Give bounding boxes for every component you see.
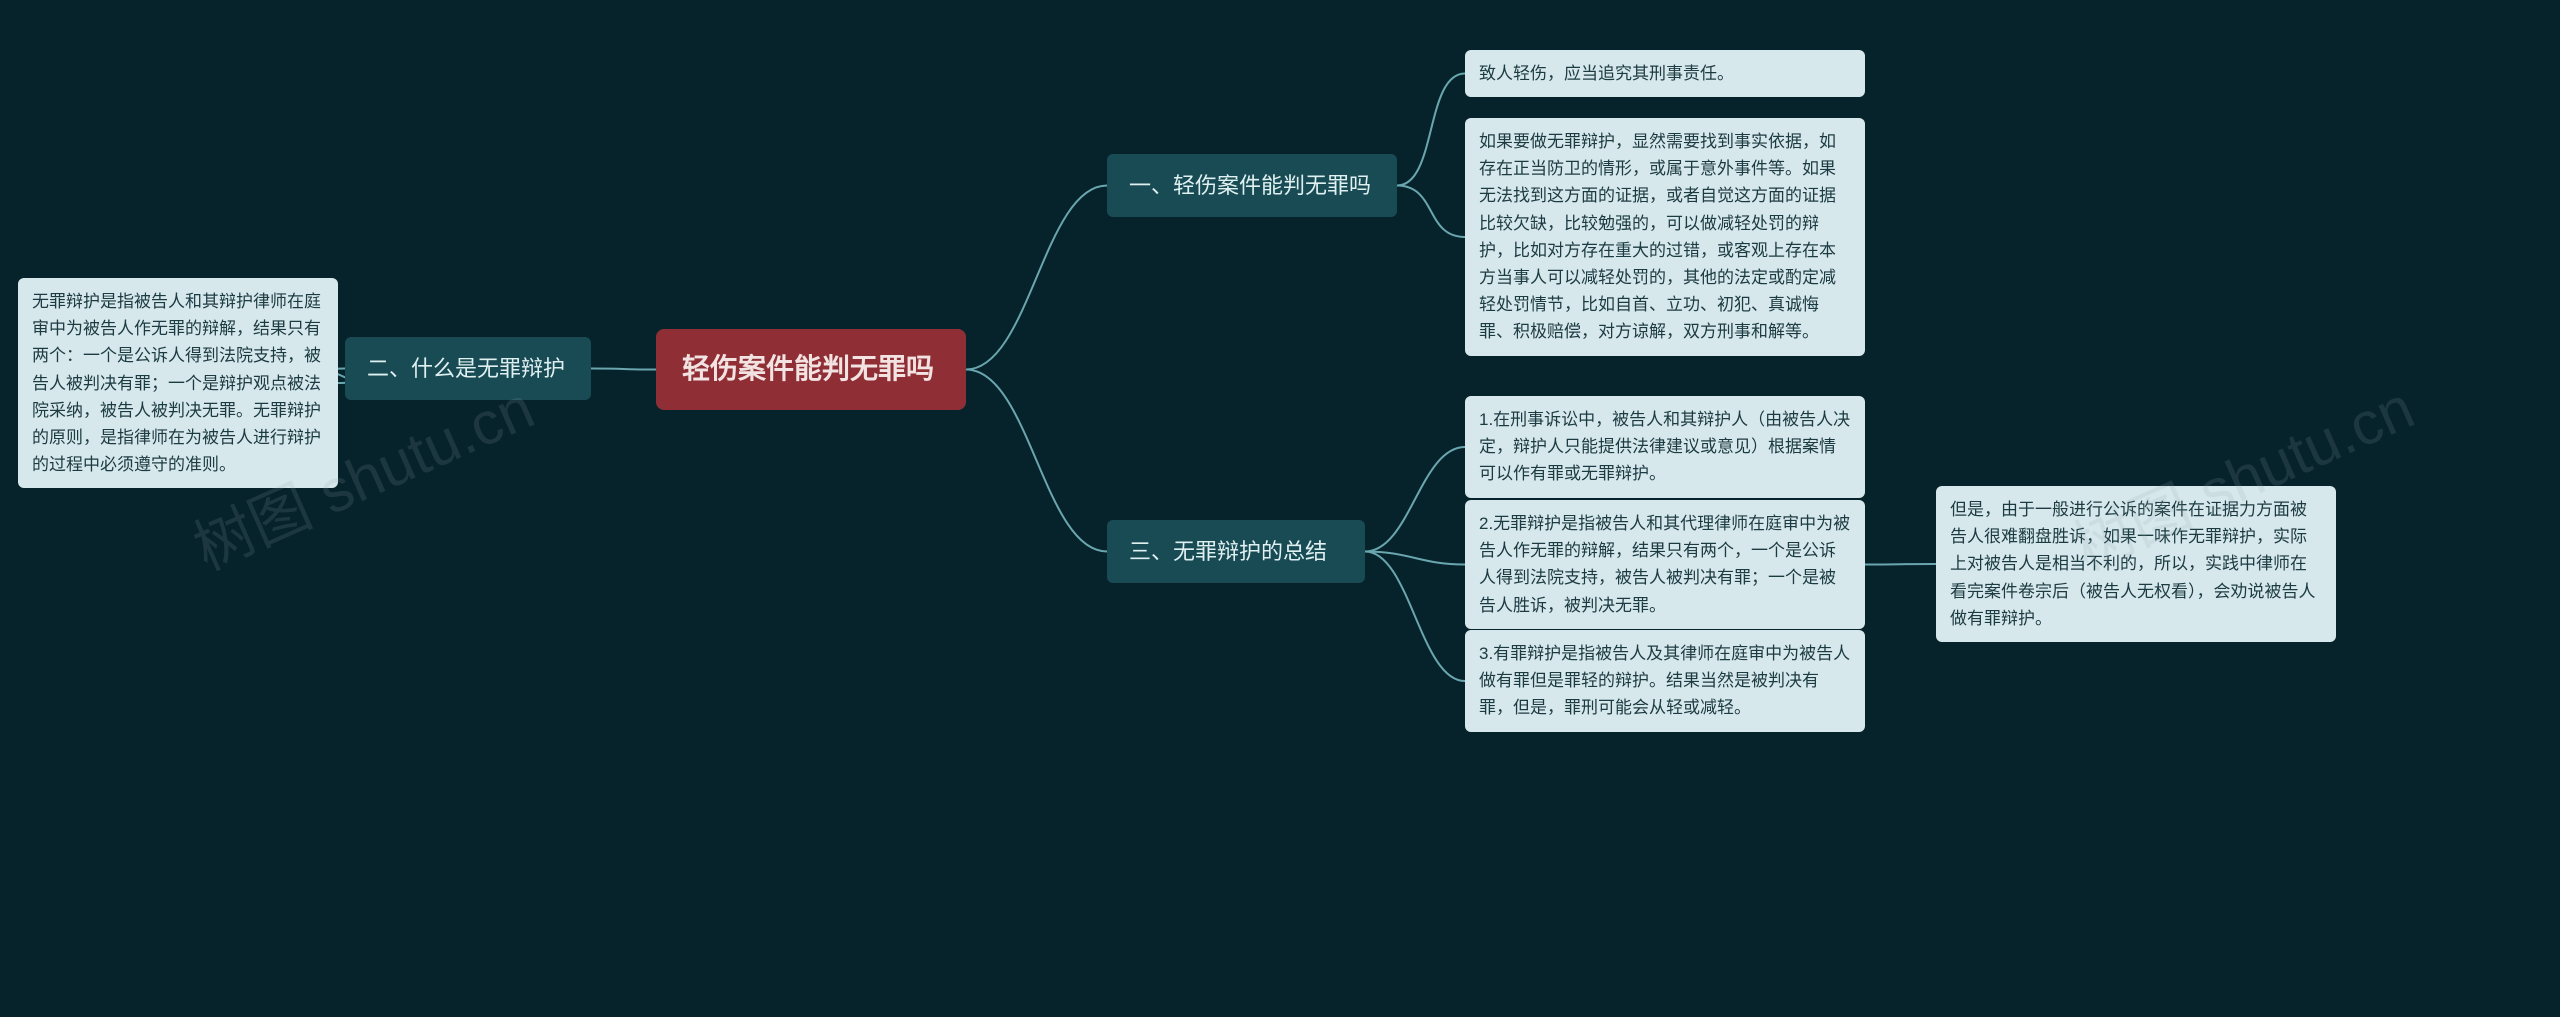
node-b1: 一、轻伤案件能判无罪吗 — [1107, 154, 1397, 217]
node-l1: 致人轻伤，应当追究其刑事责任。 — [1465, 50, 1865, 97]
edge — [1397, 186, 1465, 238]
node-l2: 如果要做无罪辩护，显然需要找到事实依据，如存在正当防卫的情形，或属于意外事件等。… — [1465, 118, 1865, 356]
edge — [1397, 74, 1465, 186]
node-root: 轻伤案件能判无罪吗 — [656, 329, 966, 410]
node-l7: 无罪辩护是指被告人和其辩护律师在庭审中为被告人作无罪的辩解，结果只有两个：一个是… — [18, 278, 338, 488]
node-l6: 但是，由于一般进行公诉的案件在证据力方面被告人很难翻盘胜诉，如果一味作无罪辩护，… — [1936, 486, 2336, 642]
edge — [1365, 447, 1465, 552]
node-l4: 2.无罪辩护是指被告人和其代理律师在庭审中为被告人作无罪的辩解，结果只有两个，一… — [1465, 500, 1865, 629]
edge — [1365, 552, 1465, 682]
edge — [966, 186, 1107, 370]
edge — [591, 369, 656, 370]
node-l5: 3.有罪辩护是指被告人及其律师在庭审中为被告人做有罪但是罪轻的辩护。结果当然是被… — [1465, 630, 1865, 732]
node-l3: 1.在刑事诉讼中，被告人和其辩护人（由被告人决定，辩护人只能提供法律建议或意见）… — [1465, 396, 1865, 498]
edge — [966, 370, 1107, 552]
node-b3: 三、无罪辩护的总结 — [1107, 520, 1365, 583]
edge — [1865, 564, 1936, 565]
node-b2: 二、什么是无罪辩护 — [345, 337, 591, 400]
